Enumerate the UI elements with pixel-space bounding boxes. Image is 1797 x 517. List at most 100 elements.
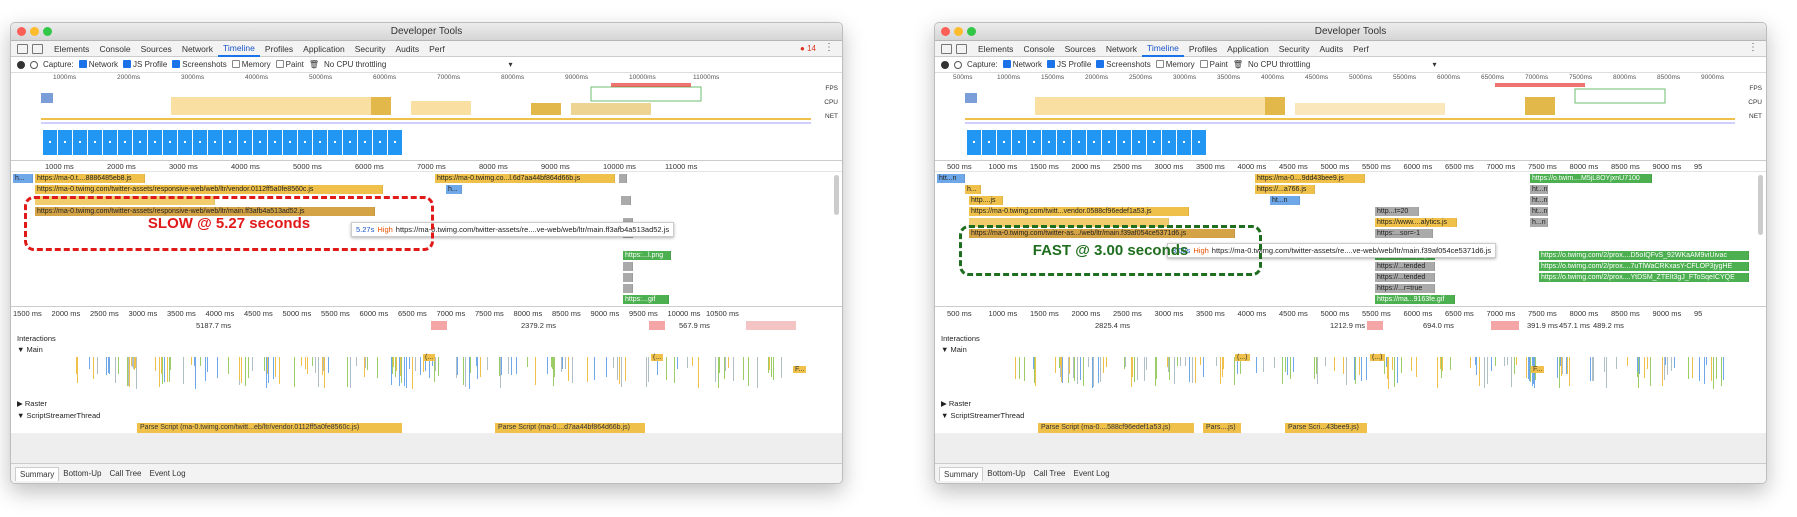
screenshot-thumbnail[interactable]	[283, 130, 297, 155]
tab-call-tree[interactable]: Call Tree	[1033, 469, 1066, 478]
tab-call-tree[interactable]: Call Tree	[109, 469, 142, 478]
screenshot-thumbnail[interactable]	[1162, 130, 1176, 155]
clear-icon[interactable]	[954, 60, 962, 69]
screenshot-thumbnail[interactable]	[388, 130, 402, 155]
request-bar[interactable]: ht...n	[1530, 207, 1548, 216]
record-icon[interactable]	[941, 60, 949, 69]
tab-console[interactable]: Console	[1023, 43, 1055, 54]
request-bar-main[interactable]: https://ma-0.twimg.com/twitter-assets/re…	[35, 207, 375, 216]
minimize-button[interactable]	[954, 27, 963, 36]
request-bar[interactable]: https://ma...9163fe.gif	[1375, 295, 1455, 304]
parse-script-bar[interactable]: Parse Scri...43bee9.js)	[1285, 423, 1367, 433]
close-button[interactable]	[941, 27, 950, 36]
tab-security[interactable]: Security	[354, 43, 386, 54]
request-bar[interactable]: https://o.twimg.com/2/prox....YtDSM_ZTEI…	[1539, 273, 1749, 282]
screenshot-thumbnail[interactable]	[133, 130, 147, 155]
screenshot-thumbnail[interactable]	[1072, 130, 1086, 155]
parse-script-bar[interactable]: Parse Script (ma-0....d7aa44bf864d66b.js…	[495, 423, 645, 433]
tab-sources[interactable]: Sources	[140, 43, 172, 54]
request-bar[interactable]: h...	[965, 185, 981, 194]
screenshot-thumbnail[interactable]	[1027, 130, 1041, 155]
screenshots-checkbox[interactable]: Screenshots	[1096, 60, 1151, 69]
screenshot-thumbnail[interactable]	[343, 130, 357, 155]
tab-perf[interactable]: Perf	[1353, 43, 1369, 54]
screenshots-checkbox[interactable]: Screenshots	[172, 60, 227, 69]
raster-track-toggle[interactable]: ▶ Raster	[941, 399, 971, 408]
screenshot-thumbnail[interactable]	[118, 130, 132, 155]
screenshot-thumbnail[interactable]	[1177, 130, 1191, 155]
inspect-icon[interactable]	[941, 43, 952, 54]
close-button[interactable]	[17, 27, 26, 36]
screenshot-thumbnail[interactable]	[313, 130, 327, 155]
network-flame-chart[interactable]: 1000 ms 2000 ms 3000 ms 4000 ms 5000 ms 6000 …	[11, 161, 842, 307]
screenshot-thumbnail[interactable]	[148, 130, 162, 155]
scrollbar[interactable]	[834, 175, 839, 215]
request-bar[interactable]: https://o.twimg.com/2/prox....7uTlWaCRKx…	[1539, 262, 1749, 271]
screenshot-thumbnail[interactable]	[223, 130, 237, 155]
parse-script-bar[interactable]: Parse Script (ma-0....588cf96edef1a53.js…	[1038, 423, 1194, 433]
screenshot-thumbnail[interactable]	[58, 130, 72, 155]
screenshot-thumbnail[interactable]	[253, 130, 267, 155]
request-bar[interactable]: https://o.twimg.com/2/prox....D5oIQFvS_9…	[1539, 251, 1749, 260]
tab-console[interactable]: Console	[99, 43, 131, 54]
tab-perf[interactable]: Perf	[429, 43, 445, 54]
request-bar[interactable]: https://...a766.js	[1255, 185, 1315, 194]
main-track-toggle[interactable]: ▼ Main	[17, 345, 43, 354]
request-bar[interactable]: https://o.twim....M5jL8OYjxnU7100	[1530, 174, 1652, 183]
zoom-button[interactable]	[967, 27, 976, 36]
request-bar-hidden[interactable]	[35, 196, 215, 205]
screenshot-thumbnail[interactable]	[328, 130, 342, 155]
screenshot-thumbnail[interactable]	[358, 130, 372, 155]
screenshot-thumbnail[interactable]	[43, 130, 57, 155]
request-bar[interactable]	[623, 262, 633, 271]
request-bar[interactable]: https://ma-0.twimg.com/twitter-assets/re…	[35, 185, 383, 194]
request-bar[interactable]	[619, 174, 627, 183]
tab-summary[interactable]: Summary	[15, 466, 60, 481]
memory-checkbox[interactable]: Memory	[1155, 60, 1195, 69]
cpu-throttling-select[interactable]: No CPU throttling ▾	[324, 60, 513, 69]
tab-bottom-up[interactable]: Bottom-Up	[987, 469, 1026, 478]
request-bar[interactable]: htt...n	[937, 174, 965, 183]
screenshot-thumbnail[interactable]	[103, 130, 117, 155]
scrollbar[interactable]	[1758, 175, 1763, 235]
tab-elements[interactable]: Elements	[54, 43, 90, 54]
request-bar[interactable]: https:...gif	[623, 295, 669, 304]
request-bar[interactable]: ht...n	[1530, 196, 1548, 205]
tab-application[interactable]: Application	[1227, 43, 1269, 54]
request-bar[interactable]: http...t=20	[1375, 207, 1419, 216]
js-profile-checkbox[interactable]: JS Profile	[1047, 60, 1091, 69]
tab-profiles[interactable]: Profiles	[264, 43, 294, 54]
more-menu-icon[interactable]: ⋮	[824, 42, 834, 53]
tab-network[interactable]: Network	[181, 43, 213, 54]
screenshot-thumbnail[interactable]	[967, 130, 981, 155]
tab-timeline[interactable]: Timeline	[218, 41, 260, 57]
screenshot-thumbnail[interactable]	[178, 130, 192, 155]
tab-event-log[interactable]: Event Log	[149, 469, 186, 478]
main-thread-activity[interactable]	[995, 353, 1726, 393]
screenshot-thumbnail[interactable]	[208, 130, 222, 155]
clear-icon[interactable]	[30, 60, 38, 69]
paint-checkbox[interactable]: Paint	[1199, 60, 1228, 69]
screenshot-thumbnail[interactable]	[1012, 130, 1026, 155]
screenshot-thumbnail[interactable]	[982, 130, 996, 155]
screenshot-thumbnail[interactable]	[1132, 130, 1146, 155]
zoom-button[interactable]	[43, 27, 52, 36]
main-track-toggle[interactable]: ▼ Main	[941, 345, 967, 354]
request-bar[interactable]: https://www....alytics.js	[1375, 218, 1457, 227]
screenshot-thumbnail[interactable]	[373, 130, 387, 155]
minimize-button[interactable]	[30, 27, 39, 36]
screenshot-strip[interactable]	[967, 130, 1206, 155]
screenshot-thumbnail[interactable]	[1042, 130, 1056, 155]
request-bar[interactable]: https://ma-0....9dd43bee9.js	[1255, 174, 1365, 183]
screenshot-thumbnail[interactable]	[298, 130, 312, 155]
screenshot-thumbnail[interactable]	[163, 130, 177, 155]
screenshot-thumbnail[interactable]	[88, 130, 102, 155]
screenshot-thumbnail[interactable]	[1057, 130, 1071, 155]
screenshot-thumbnail[interactable]	[1102, 130, 1116, 155]
script-streamer-toggle[interactable]: ▼ ScriptStreamerThread	[941, 411, 1025, 420]
screenshot-thumbnail[interactable]	[1192, 130, 1206, 155]
raster-track-toggle[interactable]: ▶ Raster	[17, 399, 47, 408]
request-bar-hidden[interactable]	[969, 218, 1169, 227]
tab-security[interactable]: Security	[1278, 43, 1310, 54]
frames-track[interactable]: 5187.7 ms 2379.2 ms 567.9 ms	[11, 321, 842, 331]
